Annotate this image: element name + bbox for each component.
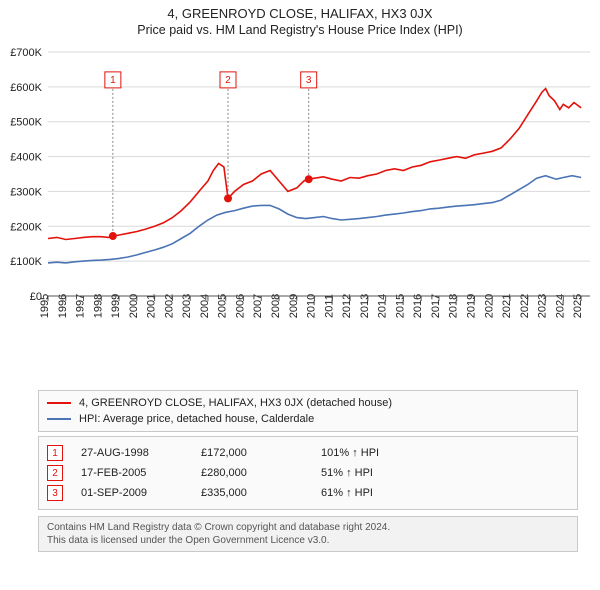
x-tick-label: 2001 — [146, 294, 158, 318]
event-row-price: £172,000 — [201, 447, 321, 459]
event-marker-number: 3 — [306, 75, 312, 86]
x-tick-label: 2012 — [341, 294, 353, 318]
x-tick-label: 1997 — [75, 294, 87, 318]
x-tick-label: 2021 — [501, 294, 513, 318]
event-row-marker: 3 — [47, 485, 63, 501]
x-tick-label: 2017 — [430, 294, 442, 318]
x-tick-label: 2019 — [465, 294, 477, 318]
y-tick-label: £500K — [10, 117, 42, 129]
event-row: 2 17-FEB-2005£280,00051% ↑ HPI — [47, 463, 569, 483]
event-row-hpi: 61% ↑ HPI — [321, 487, 569, 499]
x-tick-label: 2010 — [306, 294, 318, 318]
chart-subtitle: Price paid vs. HM Land Registry's House … — [0, 23, 600, 37]
event-row: 1 27-AUG-1998£172,000101% ↑ HPI — [47, 443, 569, 463]
footer-line-2: This data is licensed under the Open Gov… — [47, 534, 569, 547]
legend-label: 4, GREENROYD CLOSE, HALIFAX, HX3 0JX (de… — [79, 397, 392, 409]
x-tick-label: 2016 — [412, 294, 424, 318]
legend-swatch — [47, 402, 71, 404]
x-tick-label: 1998 — [92, 294, 104, 318]
y-tick-label: £700K — [10, 47, 42, 59]
x-tick-label: 2018 — [448, 294, 460, 318]
line-chart: £0£100K£200K£300K£400K£500K£600K£700K199… — [0, 44, 600, 344]
event-row-date: 01-SEP-2009 — [81, 487, 201, 499]
series-hpi — [48, 176, 581, 263]
x-tick-label: 2006 — [234, 294, 246, 318]
legend-swatch — [47, 418, 71, 420]
event-dot — [109, 232, 117, 240]
y-tick-label: £400K — [10, 152, 42, 164]
chart-container: £0£100K£200K£300K£400K£500K£600K£700K199… — [0, 44, 600, 344]
event-row-marker: 2 — [47, 465, 63, 481]
x-tick-label: 2025 — [572, 294, 584, 318]
event-row: 3 01-SEP-2009£335,00061% ↑ HPI — [47, 483, 569, 503]
x-tick-label: 2015 — [394, 294, 406, 318]
event-dot — [224, 194, 232, 202]
event-row-hpi: 101% ↑ HPI — [321, 447, 569, 459]
x-tick-label: 2004 — [199, 294, 211, 318]
event-row-hpi: 51% ↑ HPI — [321, 467, 569, 479]
legend-row: 4, GREENROYD CLOSE, HALIFAX, HX3 0JX (de… — [47, 395, 569, 411]
footer-panel: Contains HM Land Registry data © Crown c… — [38, 516, 578, 552]
event-dot — [305, 175, 313, 183]
chart-title: 4, GREENROYD CLOSE, HALIFAX, HX3 0JX — [0, 6, 600, 21]
x-tick-label: 2011 — [323, 294, 335, 318]
legend-panel: 4, GREENROYD CLOSE, HALIFAX, HX3 0JX (de… — [38, 390, 578, 432]
x-tick-label: 2020 — [483, 294, 495, 318]
x-tick-label: 2000 — [128, 294, 140, 318]
y-tick-label: £600K — [10, 82, 42, 94]
legend-label: HPI: Average price, detached house, Cald… — [79, 413, 314, 425]
y-tick-label: £200K — [10, 221, 42, 233]
event-marker-number: 2 — [225, 75, 231, 86]
x-tick-label: 2009 — [288, 294, 300, 318]
y-tick-label: £300K — [10, 186, 42, 198]
event-marker-number: 1 — [110, 75, 116, 86]
x-tick-label: 2013 — [359, 294, 371, 318]
x-tick-label: 2007 — [252, 294, 264, 318]
event-row-date: 17-FEB-2005 — [81, 467, 201, 479]
x-tick-label: 1995 — [39, 294, 51, 318]
y-tick-label: £100K — [10, 256, 42, 268]
legend-row: HPI: Average price, detached house, Cald… — [47, 411, 569, 427]
x-tick-label: 2008 — [270, 294, 282, 318]
x-tick-label: 2023 — [537, 294, 549, 318]
page-root: 4, GREENROYD CLOSE, HALIFAX, HX3 0JX Pri… — [0, 0, 600, 590]
x-tick-label: 2002 — [163, 294, 175, 318]
footer-line-1: Contains HM Land Registry data © Crown c… — [47, 521, 569, 534]
x-tick-label: 2005 — [217, 294, 229, 318]
x-tick-label: 1996 — [57, 294, 69, 318]
x-tick-label: 1999 — [110, 294, 122, 318]
event-row-marker: 1 — [47, 445, 63, 461]
x-tick-label: 2024 — [554, 294, 566, 318]
event-row-date: 27-AUG-1998 — [81, 447, 201, 459]
titles-block: 4, GREENROYD CLOSE, HALIFAX, HX3 0JX Pri… — [0, 0, 600, 37]
x-tick-label: 2014 — [377, 294, 389, 318]
x-tick-label: 2003 — [181, 294, 193, 318]
event-row-price: £335,000 — [201, 487, 321, 499]
events-panel: 1 27-AUG-1998£172,000101% ↑ HPI 2 17-FEB-20… — [38, 436, 578, 510]
x-tick-label: 2022 — [519, 294, 531, 318]
event-row-price: £280,000 — [201, 467, 321, 479]
